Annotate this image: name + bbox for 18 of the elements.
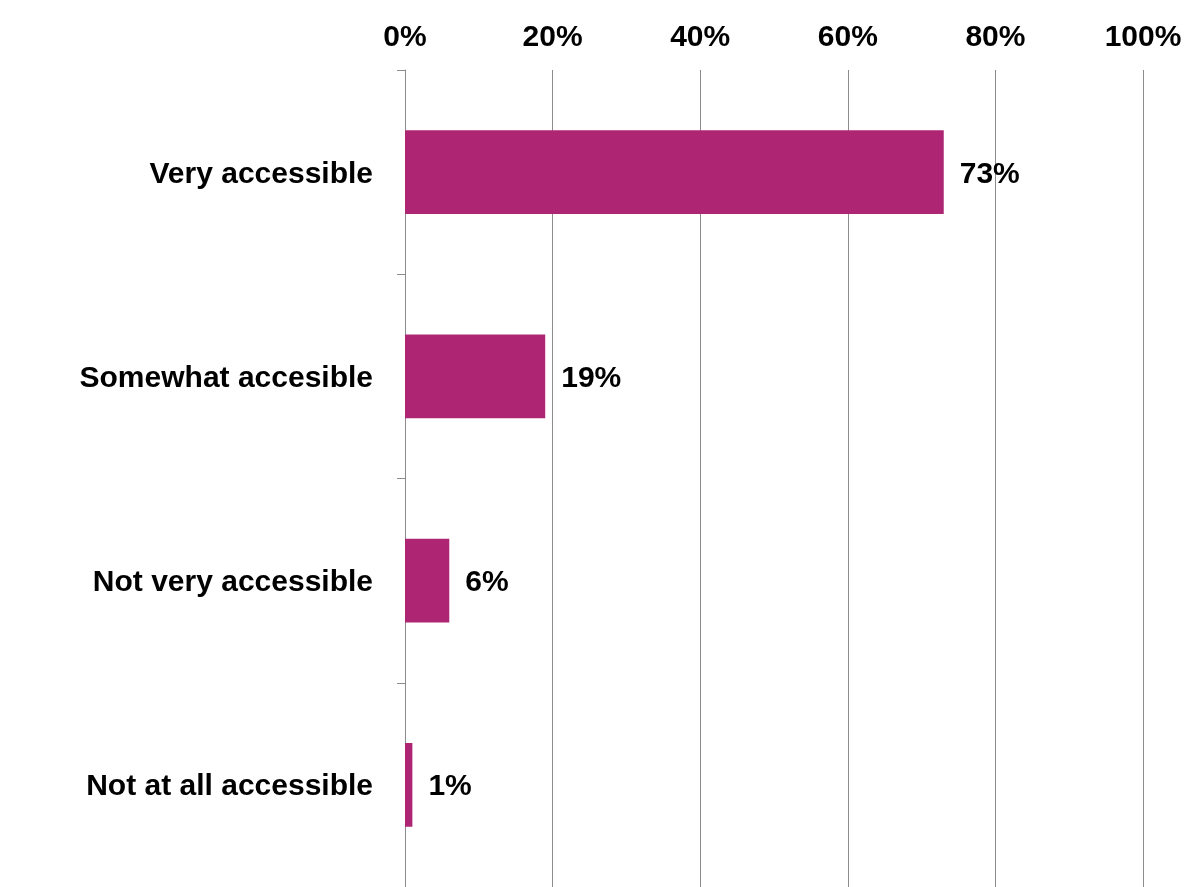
bar [405,743,413,827]
y-tick-label: Not very accessible [92,564,373,598]
y-tick-label: Not at all accessible [86,768,373,802]
data-label: 1% [428,768,472,802]
bar [405,334,546,419]
x-tick-label: 40% [670,18,731,52]
y-tick-label: Somewhat accesible [79,359,373,393]
x-tick-label: 100% [1104,18,1182,52]
bar [405,538,450,623]
data-label: 6% [465,564,509,598]
bar [405,130,944,214]
data-label: 19% [561,359,622,393]
data-label: 73% [959,155,1020,189]
x-tick-label: 60% [817,18,878,52]
y-tick-label: Very accessible [149,155,373,189]
x-tick-label: 20% [522,18,583,52]
x-tick-label: 80% [965,18,1026,52]
x-tick-label: 0% [383,18,427,52]
